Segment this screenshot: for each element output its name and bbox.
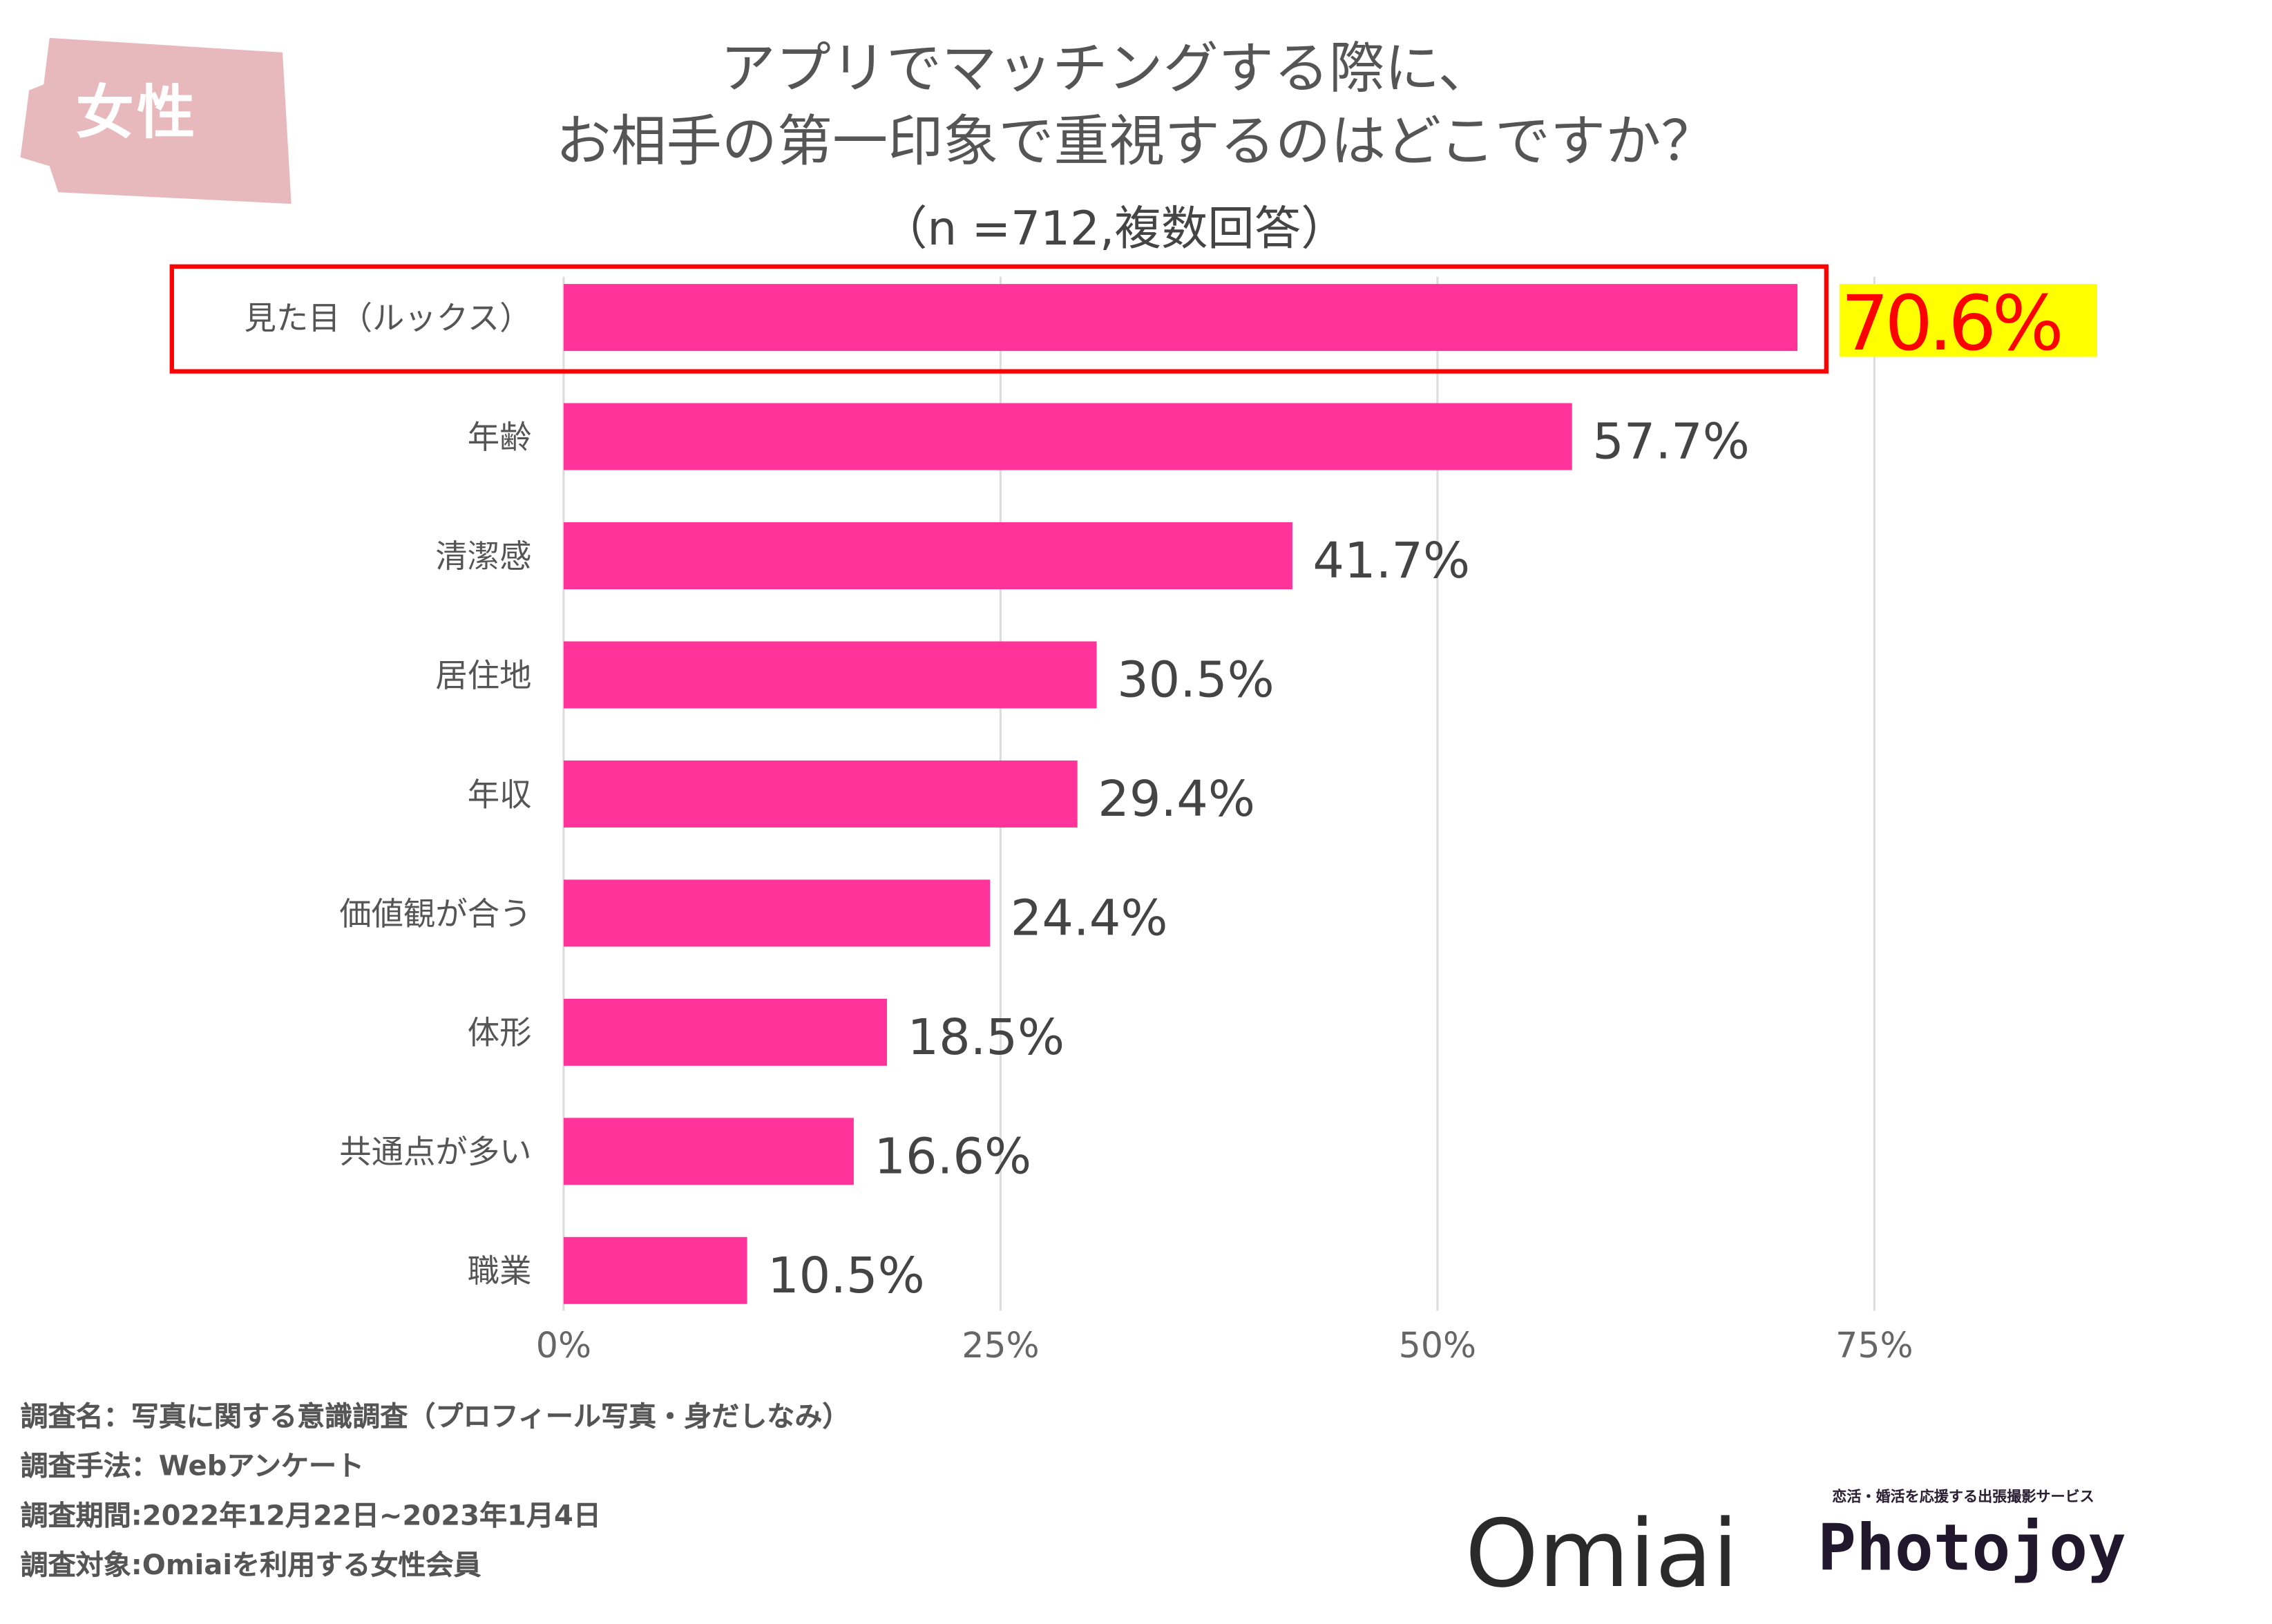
data-label: 24.4% xyxy=(1011,889,1168,947)
highlight-box xyxy=(169,264,1829,374)
category-label: 体形 xyxy=(468,1014,532,1051)
category-label: 共通点が多い xyxy=(339,1134,531,1171)
data-label: 29.4% xyxy=(1098,770,1255,828)
category-label: 清潔感 xyxy=(435,537,531,575)
category-label: 年収 xyxy=(468,776,532,813)
data-label: 18.5% xyxy=(907,1008,1065,1066)
category-label: 見た目（ルックス） xyxy=(245,299,532,336)
data-label: 70.6% xyxy=(1841,279,2061,367)
photojoy-tagline: 恋活・婚活を応援する出張撮影サービス xyxy=(1832,1489,2094,1506)
highlight-label-bg xyxy=(1839,284,2097,357)
data-label: 57.7% xyxy=(1592,412,1750,470)
footer-survey-period: 調査期間:2022年12月22日~2023年1月4日 xyxy=(20,1500,601,1532)
bar xyxy=(563,760,1078,828)
data-label: 41.7% xyxy=(1312,531,1470,589)
chart-title-line-1: アプリでマッチングする際に、 xyxy=(720,36,1493,101)
data-label: 30.5% xyxy=(1117,651,1275,709)
bar xyxy=(563,998,887,1066)
bar xyxy=(563,522,1292,590)
data-label: 16.6% xyxy=(874,1127,1031,1185)
bar xyxy=(563,1236,747,1304)
chart-title-line-2: お相手の第一印象で重視するのはどこですか？ xyxy=(555,109,1717,173)
category-label: 価値観が合う xyxy=(339,895,531,933)
x-tick-label: 50% xyxy=(1399,1325,1476,1366)
bar xyxy=(563,879,991,947)
category-label: 居住地 xyxy=(435,657,531,694)
x-tick-label: 25% xyxy=(962,1325,1039,1366)
footer-survey-method: 調査手法：Webアンケート xyxy=(20,1450,365,1483)
footer-survey-name: 調査名：写真に関する意識調査（プロフィール写真・身だしなみ） xyxy=(20,1401,850,1433)
chart-subtitle: （n =712,複数回答） xyxy=(880,200,1348,257)
category-label: 職業 xyxy=(468,1252,532,1290)
footer-survey-target: 調査対象:Omiaiを利用する女性会員 xyxy=(20,1549,481,1582)
badge-shape xyxy=(20,37,292,204)
bar xyxy=(563,1118,854,1185)
photojoy-logo: Photojoy xyxy=(1817,1511,2126,1586)
omiai-logo: Omiai xyxy=(1464,1501,1739,1609)
data-label: 10.5% xyxy=(767,1246,925,1304)
bar xyxy=(563,641,1097,709)
gender-badge: 女性 xyxy=(20,32,292,204)
x-tick-label: 75% xyxy=(1835,1325,1913,1366)
x-tick-label: 0% xyxy=(536,1325,591,1366)
bar xyxy=(563,403,1572,470)
category-label: 年齢 xyxy=(468,419,532,456)
bar xyxy=(563,284,1798,352)
badge-label: 女性 xyxy=(75,79,198,147)
